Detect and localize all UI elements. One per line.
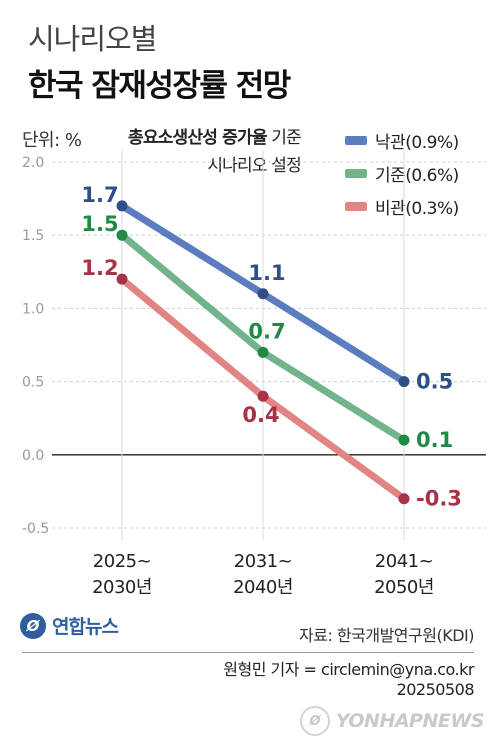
- legend-label-baseline: 기준(0.6%): [375, 166, 459, 186]
- watermark-text: YONHAPNEWS: [335, 710, 485, 732]
- y-tick-label: -0.5: [22, 521, 49, 537]
- x-tick-label: 2041~: [375, 551, 433, 572]
- data-point: [398, 434, 410, 446]
- legend-item-optimistic: 낙관(0.9%): [345, 124, 459, 157]
- y-tick-label: 1.5: [22, 228, 44, 244]
- x-tick-label: 2025~: [93, 551, 151, 572]
- logo-text: 연합뉴스: [52, 616, 119, 638]
- footer-divider: [22, 652, 474, 653]
- reporter-line: 원형민 기자 = circlemin@yna.co.kr: [223, 660, 474, 679]
- reporter-credit: 원형민 기자 = circlemin@yna.co.kr 20250508: [223, 660, 474, 700]
- y-tick-label: 0.0: [22, 448, 44, 464]
- y-tick-label: 1.0: [22, 301, 44, 317]
- y-tick-label: 2.0: [22, 155, 44, 171]
- unit-label: 단위: %: [22, 130, 82, 151]
- note-rest-text: 기준: [266, 128, 302, 148]
- line-chart: 2.0 1.5 1.0 0.5 0.0 -0.5 2025~ 2030년 2031~ 2040년 2…: [22, 150, 486, 598]
- data-label: 1.7: [81, 183, 118, 207]
- note-line2: 시나리오 설정: [207, 156, 301, 176]
- y-tick-label: 0.5: [22, 375, 44, 391]
- x-tick-label: 2030년: [92, 577, 152, 598]
- data-point: [116, 273, 128, 285]
- chart-kicker: 시나리오별: [28, 22, 157, 56]
- data-label: 0.5: [416, 370, 453, 394]
- data-point: [257, 288, 269, 300]
- data-point: [116, 229, 128, 241]
- x-tick-label: 2040년: [233, 577, 293, 598]
- note-bold-text: 총요소생산성 증가율: [128, 128, 267, 148]
- data-label: 1.1: [248, 261, 285, 285]
- legend-label-optimistic: 낙관(0.9%): [375, 133, 459, 153]
- data-label: 0.4: [242, 403, 279, 427]
- legend-swatch-optimistic: [345, 136, 367, 145]
- data-point: [116, 200, 128, 212]
- x-tick-label: 2031~: [234, 551, 292, 572]
- watermark: Ø YONHAPNEWS: [299, 706, 485, 736]
- legend: 낙관(0.9%) 기준(0.6%) 비관(0.3%): [345, 124, 459, 223]
- legend-item-baseline: 기준(0.6%): [345, 157, 459, 190]
- data-point: [257, 346, 269, 358]
- data-label: 1.5: [81, 212, 118, 236]
- chart-title: 한국 잠재성장률 전망: [28, 68, 291, 104]
- data-point: [398, 493, 410, 505]
- legend-swatch-baseline: [345, 169, 367, 178]
- legend-label-pessimistic: 비관(0.3%): [375, 199, 459, 219]
- watermark-logo-icon: Ø: [299, 706, 330, 736]
- x-tick-label: 2050년: [374, 577, 434, 598]
- yonhap-logo-icon: Ø: [20, 612, 46, 639]
- source-credit: 자료: 한국개발연구원(KDI): [299, 626, 474, 645]
- data-label: 1.2: [81, 256, 118, 280]
- legend-swatch-pessimistic: [345, 202, 367, 211]
- yonhap-logo: Ø 연합뉴스: [20, 612, 119, 639]
- date-line: 20250508: [396, 680, 475, 699]
- legend-item-pessimistic: 비관(0.3%): [345, 190, 459, 223]
- data-point: [257, 390, 269, 402]
- data-point: [398, 376, 410, 388]
- data-label: 0.1: [416, 428, 453, 452]
- scenario-note: 총요소생산성 증가율 기준 시나리오 설정: [128, 124, 302, 180]
- data-label: 0.7: [248, 319, 285, 343]
- data-label: -0.3: [416, 487, 462, 511]
